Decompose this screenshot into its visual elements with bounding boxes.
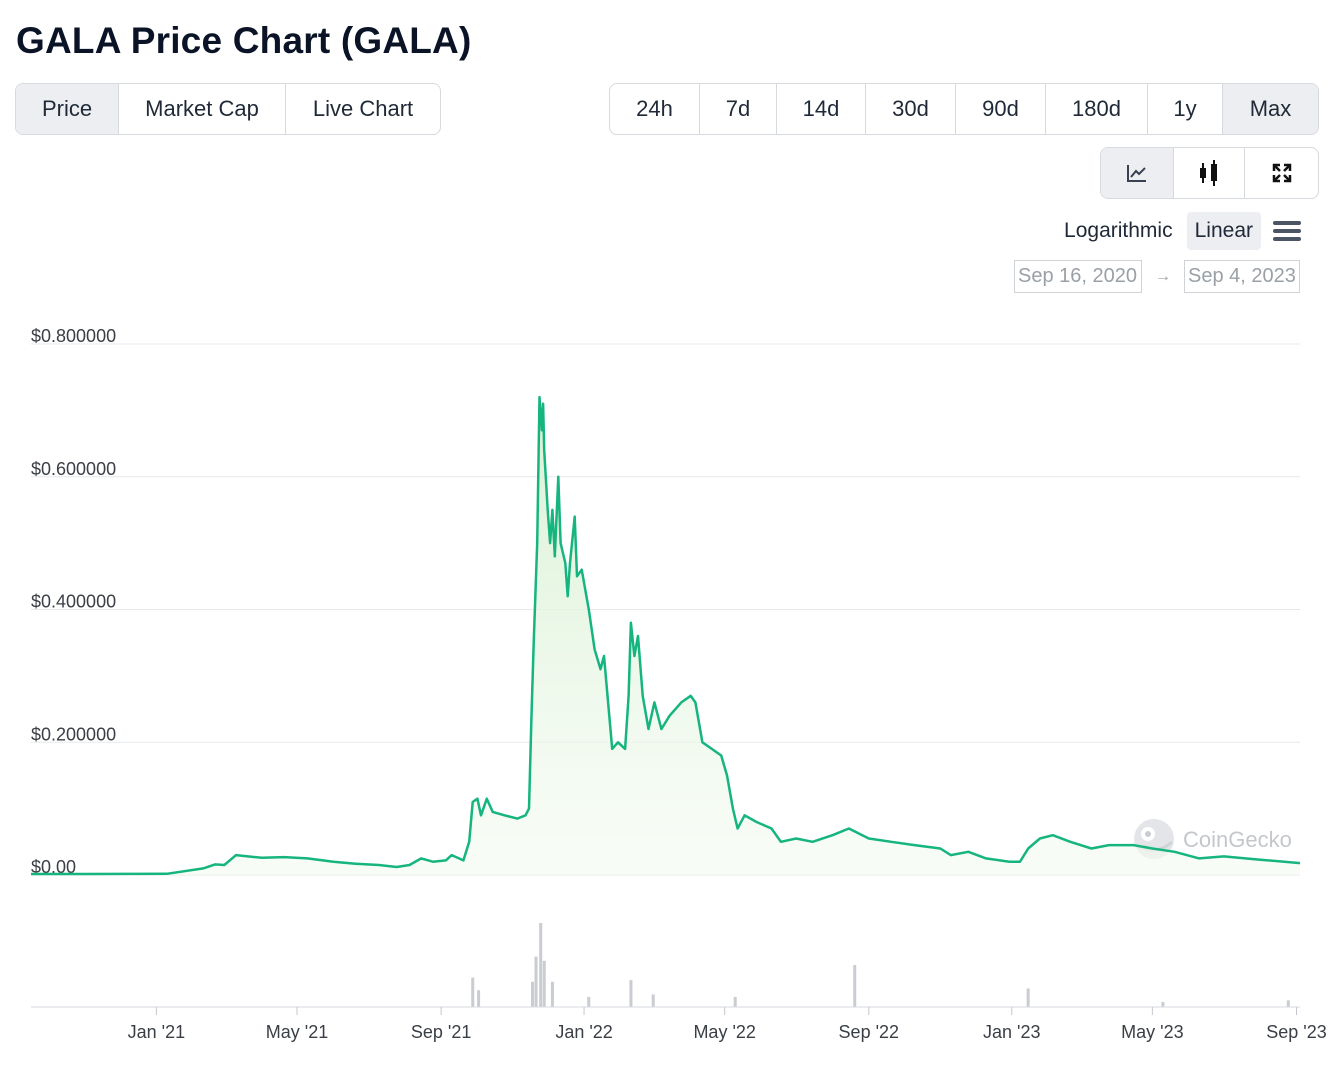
line-chart-icon — [1127, 165, 1146, 182]
volume-bar — [629, 980, 633, 1007]
candlestick-button[interactable] — [1174, 148, 1245, 198]
volume-bar — [1161, 1001, 1165, 1007]
y-axis-labels: $0.800000 $0.600000 $0.400000 $0.200000 $0.0… — [31, 326, 116, 877]
fullscreen-icon — [1272, 163, 1291, 183]
chart-view-selector — [1100, 147, 1319, 199]
date-range-arrow: → — [1155, 267, 1171, 285]
date-range: → — [1014, 260, 1300, 293]
candlestick-icon — [1200, 160, 1217, 186]
price-area-fill — [31, 397, 1300, 875]
linear-button[interactable]: Linear — [1186, 212, 1261, 250]
x-tick-label: May '23 — [1121, 1022, 1183, 1042]
range-30d-button[interactable]: 30d — [866, 84, 956, 134]
tab-price[interactable]: Price — [16, 84, 119, 134]
x-tick-label: Jan '22 — [555, 1022, 612, 1042]
y-tick-label: $0.00 — [31, 857, 76, 877]
range-24h-button[interactable]: 24h — [610, 84, 700, 134]
y-tick-label: $0.800000 — [31, 326, 116, 346]
volume-bar — [550, 981, 554, 1007]
x-tick-label: Jan '21 — [128, 1022, 185, 1042]
volume-bar — [1286, 1000, 1290, 1007]
date-to-input[interactable] — [1184, 260, 1300, 293]
y-tick-label: $0.400000 — [31, 592, 116, 612]
x-tick-label: May '21 — [266, 1022, 328, 1042]
y-tick-label: $0.200000 — [31, 724, 116, 744]
range-1y-button[interactable]: 1y — [1148, 84, 1223, 134]
tab-market-cap[interactable]: Market Cap — [119, 84, 286, 134]
volume-bar — [853, 965, 857, 1007]
volume-bar — [542, 960, 546, 1007]
hamburger-menu-icon[interactable] — [1273, 220, 1301, 242]
y-tick-label: $0.600000 — [31, 459, 116, 479]
x-axis-labels: Jan '21 May '21 Sep '21 Jan '22 May '22 Sep '… — [128, 1007, 1327, 1042]
range-7d-button[interactable]: 7d — [700, 84, 777, 134]
volume-bar — [733, 996, 737, 1007]
page-title: GALA Price Chart (GALA) — [16, 20, 472, 61]
volume-series — [471, 923, 1290, 1007]
volume-bar — [471, 977, 475, 1007]
volume-bar — [587, 996, 591, 1007]
price-line — [31, 395, 1301, 876]
volume-bar — [531, 981, 535, 1007]
range-90d-button[interactable]: 90d — [956, 84, 1046, 134]
volume-bar — [534, 956, 538, 1007]
scale-toggle: Logarithmic Linear — [1050, 212, 1301, 250]
chart-type-tabs: Price Market Cap Live Chart — [15, 83, 441, 135]
volume-bar — [1026, 988, 1030, 1007]
x-tick-label: Jan '23 — [983, 1022, 1040, 1042]
date-from-input[interactable] — [1014, 260, 1142, 293]
time-range-selector: 24h 7d 14d 30d 90d 180d 1y Max — [609, 83, 1319, 135]
range-180d-button[interactable]: 180d — [1046, 84, 1148, 134]
volume-bar — [477, 990, 481, 1007]
range-14d-button[interactable]: 14d — [777, 84, 866, 134]
logarithmic-button[interactable]: Logarithmic — [1064, 219, 1173, 242]
tab-live-chart[interactable]: Live Chart — [312, 96, 414, 121]
fullscreen-button[interactable] — [1245, 148, 1318, 198]
volume-bar — [539, 923, 543, 1007]
line-chart-button[interactable] — [1101, 148, 1174, 198]
x-tick-label: Sep '23 — [1266, 1022, 1327, 1042]
volume-bar — [651, 994, 655, 1007]
watermark-text: CoinGecko — [1183, 827, 1292, 852]
range-max-button[interactable]: Max — [1223, 84, 1318, 134]
x-tick-label: Sep '22 — [839, 1022, 900, 1042]
x-tick-label: May '22 — [693, 1022, 755, 1042]
x-tick-label: Sep '21 — [411, 1022, 472, 1042]
price-series — [31, 395, 1301, 876]
